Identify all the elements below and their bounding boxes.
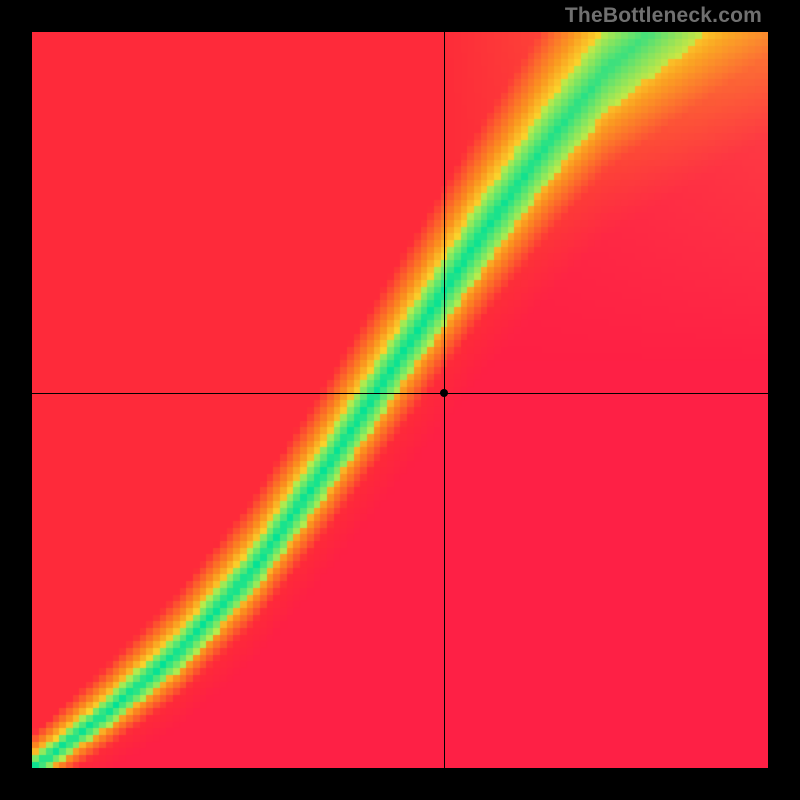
- crosshair-horizontal: [32, 393, 768, 394]
- heatmap-plot: [32, 32, 768, 768]
- crosshair-vertical: [444, 32, 445, 768]
- watermark-text: TheBottleneck.com: [565, 4, 762, 28]
- heatmap-canvas: [32, 32, 768, 768]
- crosshair-marker-dot: [440, 389, 448, 397]
- chart-stage: TheBottleneck.com: [0, 0, 800, 800]
